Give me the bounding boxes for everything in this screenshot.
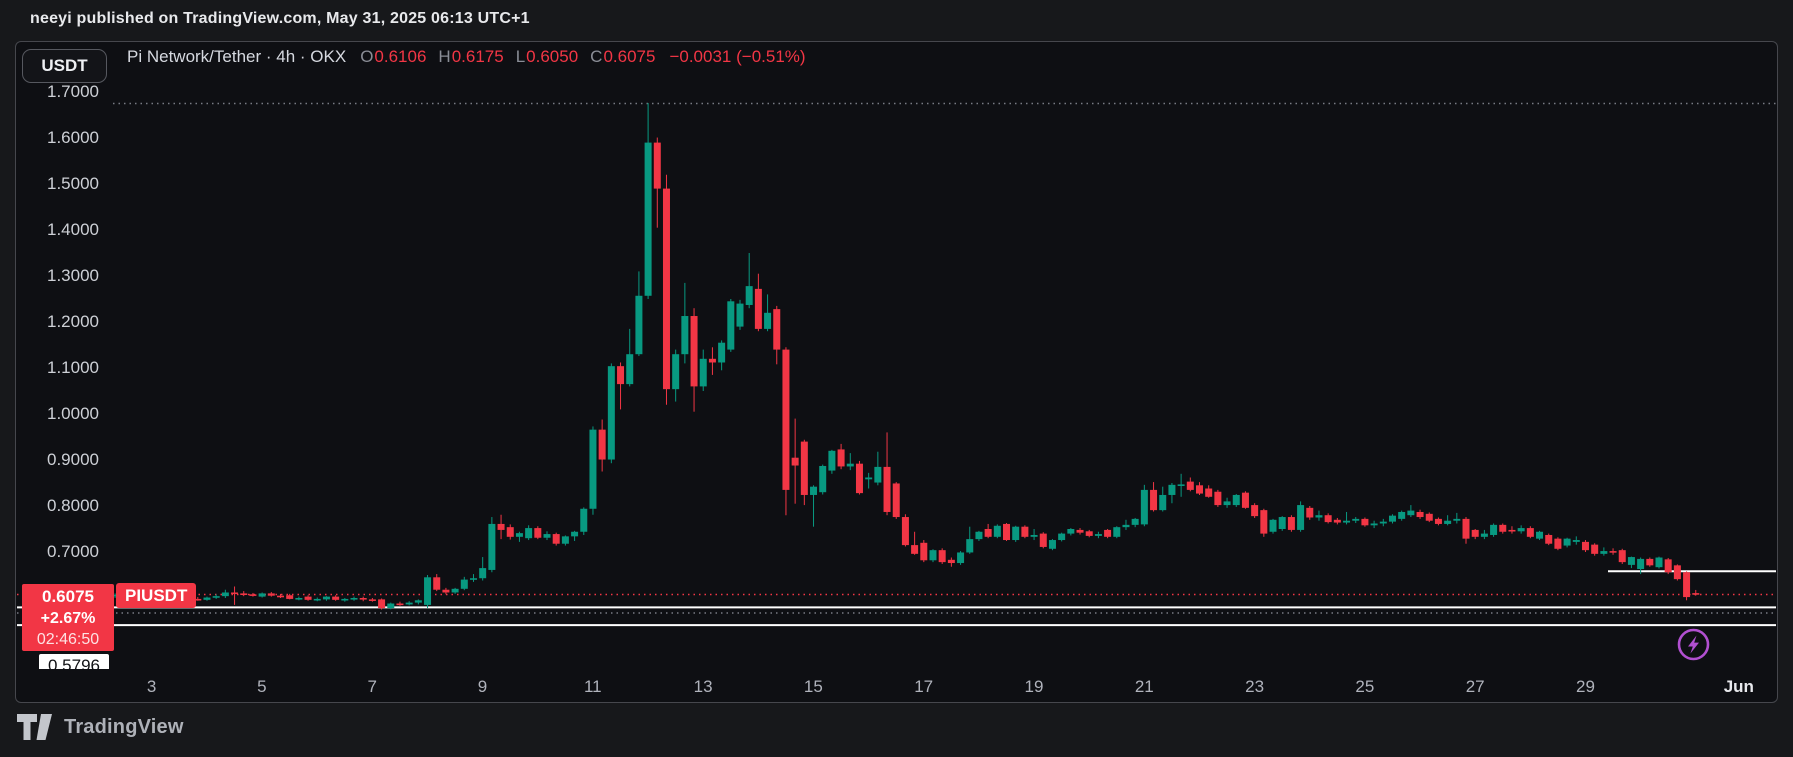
price-tick: 1.3000 <box>47 266 99 285</box>
price-tick: 1.5000 <box>47 174 99 193</box>
chart-widget-frame: 1.7000 1.6000 1.5000 1.4000 1.3000 1.2000 1.10… <box>15 41 1778 703</box>
time-tick: Jun <box>1723 677 1754 696</box>
chart-pane[interactable]: 1.7000 1.6000 1.5000 1.4000 1.3000 1.2000 1.10… <box>16 42 1777 669</box>
time-tick: 13 <box>693 677 713 696</box>
time-tick: 7 <box>367 677 377 696</box>
boost-lightning-icon[interactable] <box>1675 626 1712 663</box>
price-change-percent: +2.67% <box>40 610 96 627</box>
time-tick: 25 <box>1355 677 1375 696</box>
time-tick: 17 <box>914 677 934 696</box>
currency-toggle-button[interactable]: USDT <box>22 49 107 83</box>
bar-close-countdown: 02:46:50 <box>36 631 100 648</box>
current-price-value: 0.6075 <box>42 587 94 606</box>
publisher-attribution-line: neeyi published on TradingView.com, May … <box>30 10 530 27</box>
time-tick: 5 <box>257 677 267 696</box>
price-tick: 0.9000 <box>47 450 99 469</box>
ohlc-high-key: H <box>438 47 451 66</box>
price-tick: 1.2000 <box>47 312 99 331</box>
price-tick: 0.8000 <box>47 496 99 515</box>
price-tick: 1.7000 <box>47 82 99 101</box>
price-tick: 1.1000 <box>47 358 99 377</box>
tradingview-logo-icon <box>17 714 55 740</box>
time-tick: 29 <box>1576 677 1595 696</box>
time-tick: 9 <box>477 677 488 696</box>
time-tick: 19 <box>1024 677 1044 696</box>
time-tick: 11 <box>583 677 602 696</box>
ohlc-low-value: 0.6050 <box>526 47 579 66</box>
ohlc-open-value: 0.6106 <box>374 47 427 66</box>
price-tick: 1.4000 <box>47 220 99 239</box>
ohlc-close-value: 0.6075 <box>603 47 656 66</box>
time-tick: 27 <box>1465 677 1485 696</box>
ohlc-close-key: C <box>590 47 603 66</box>
ohlc-high-value: 0.6175 <box>451 47 504 66</box>
symbol-legend: Pi Network/Tether · 4h · OKX O 0.6106 H 0.… <box>127 45 806 69</box>
ohlc-values: O 0.6106 H 0.6175 L 0.6050 C 0.6075 <box>360 47 655 67</box>
tradingview-brand-text: TradingView <box>64 715 184 738</box>
time-tick: 3 <box>146 677 157 696</box>
price-tick: 1.0000 <box>47 404 99 423</box>
price-tick: 1.6000 <box>47 128 99 147</box>
candlestick-canvas[interactable] <box>16 42 1777 669</box>
current-price-label-block: 0.6075 +2.67% 02:46:50 <box>22 584 114 651</box>
symbol-title[interactable]: Pi Network/Tether · 4h · OKX <box>127 47 347 66</box>
ohlc-open-key: O <box>360 47 374 66</box>
session-change: −0.0031 (−0.51%) <box>669 47 806 66</box>
ticker-tag: PIUSDT <box>116 583 197 608</box>
tradingview-attribution[interactable]: TradingView <box>17 714 184 740</box>
price-tick: 0.7000 <box>47 542 99 561</box>
time-tick: 23 <box>1245 677 1265 696</box>
time-scale[interactable]: 3 5 7 9 11 13 15 17 19 21 23 25 27 29 Jun <box>16 669 1777 702</box>
time-tick: 15 <box>803 677 823 696</box>
time-tick: 21 <box>1134 677 1154 696</box>
ohlc-low-key: L <box>515 47 526 66</box>
lower-line-price-label: 0.5796 <box>39 654 109 669</box>
